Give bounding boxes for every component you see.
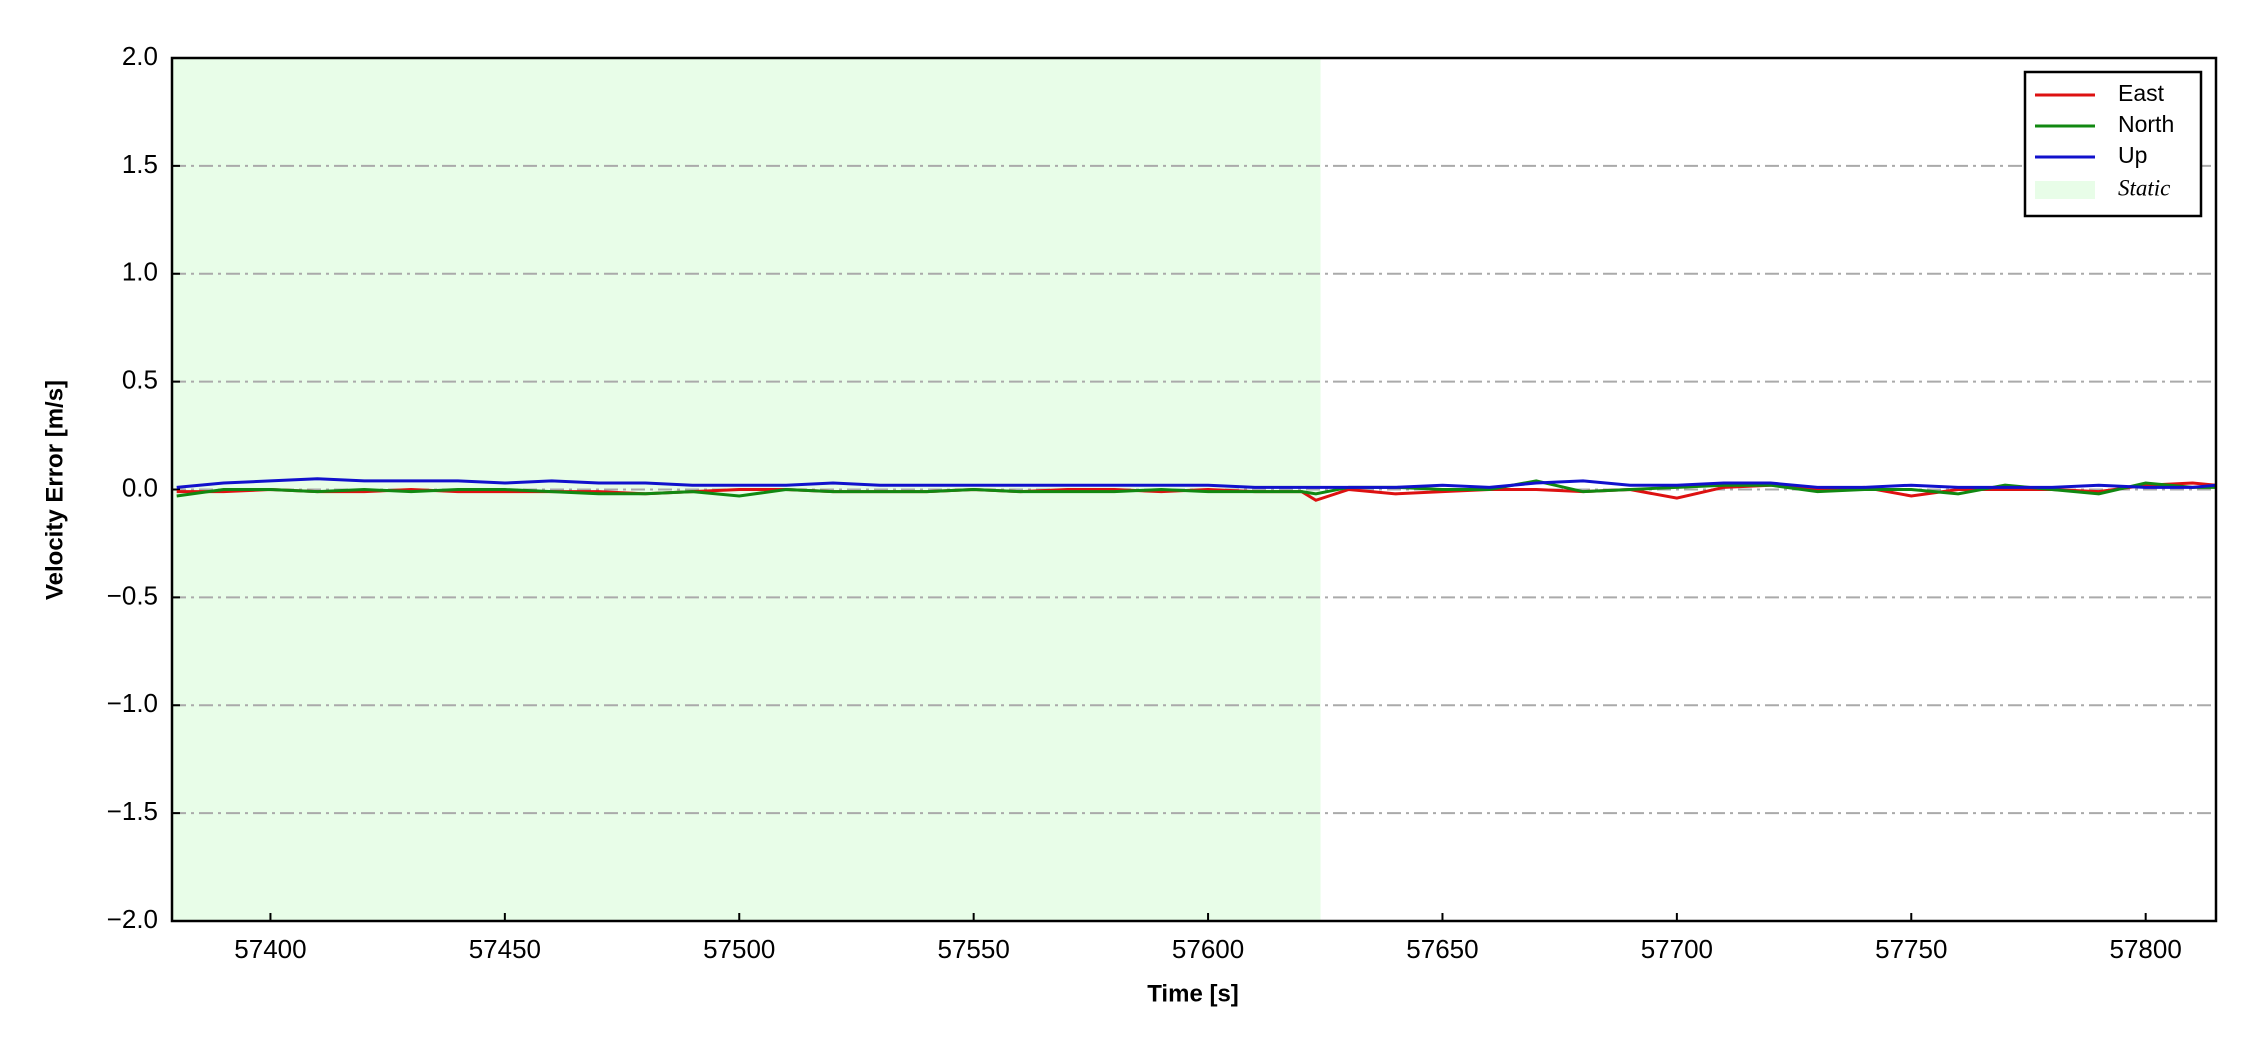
plot-frame	[170, 56, 2218, 923]
y-tick-label: −2.0	[107, 904, 158, 934]
y-tick-label: 0.5	[122, 365, 158, 395]
series-line	[176, 477, 2217, 489]
x-tick-label: 57550	[938, 934, 1010, 964]
x-tick-label: 57600	[1172, 934, 1244, 964]
legend-label: North	[2118, 111, 2174, 137]
legend-swatch	[2035, 181, 2095, 199]
x-tick-label: 57400	[234, 934, 306, 964]
y-tick-label: −0.5	[107, 580, 158, 610]
y-tick-label: 1.5	[122, 149, 158, 179]
y-tick-label: 2.0	[122, 41, 158, 71]
x-tick-label: 57650	[1406, 934, 1478, 964]
legend-label: Static	[2118, 175, 2170, 200]
y-tick-label: 1.0	[122, 257, 158, 287]
x-tick-label: 57500	[703, 934, 775, 964]
y-tick-label: −1.0	[107, 688, 158, 718]
y-tick-label: 0.0	[122, 472, 158, 502]
legend-label: Up	[2118, 142, 2147, 168]
series-line	[176, 479, 2216, 498]
x-tick-label: 57700	[1641, 934, 1713, 964]
x-tick-label: 57450	[469, 934, 541, 964]
y-axis-label: Velocity Error [m/s]	[41, 380, 68, 600]
y-tick-label: −1.5	[107, 796, 158, 826]
legend-label: East	[2118, 80, 2165, 106]
x-axis-label: Time [s]	[1147, 980, 1239, 1007]
x-tick-label: 57800	[2110, 934, 2182, 964]
x-tick-label: 57750	[1875, 934, 1947, 964]
